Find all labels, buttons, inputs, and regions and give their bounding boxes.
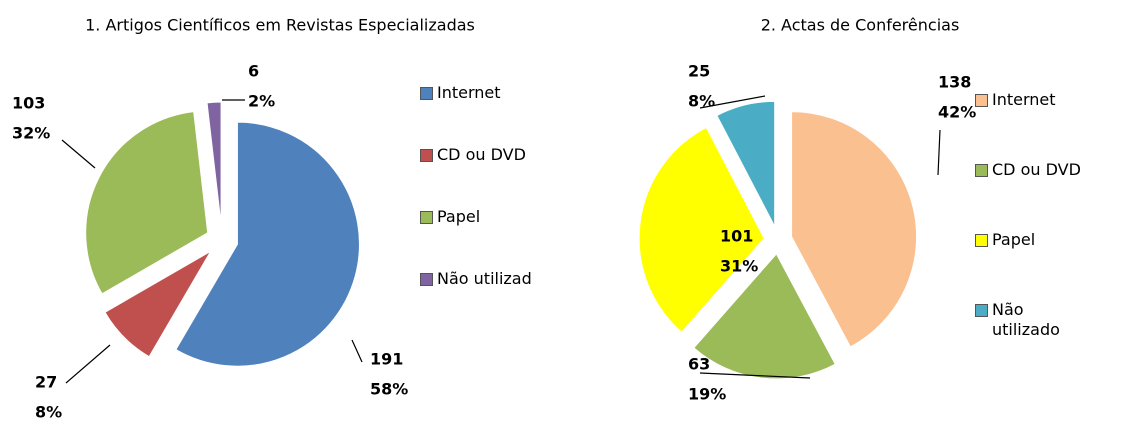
data-label: 32%: [12, 124, 50, 143]
pie-slice: [206, 101, 222, 225]
legend-swatch: [975, 234, 988, 247]
legend-label: Internet: [992, 90, 1056, 109]
data-label: 63: [688, 355, 710, 374]
data-label: 25: [688, 62, 710, 81]
pie-slice: [175, 121, 360, 367]
pie-slice: [693, 253, 836, 380]
legend-item: Papel: [975, 230, 1035, 250]
legend-label: Não utilizado: [992, 300, 1060, 339]
pie-slice: [104, 249, 213, 358]
legend-label: Papel: [992, 230, 1036, 249]
legend-swatch: [420, 211, 433, 224]
legend-item: Não utilizado: [975, 300, 1065, 340]
data-label: 8%: [688, 92, 715, 111]
legend-item: Internet: [975, 90, 1056, 110]
leader-line: [699, 95, 766, 109]
data-label: 19%: [688, 385, 726, 404]
pie-slice: [791, 111, 918, 348]
data-label: 101: [720, 227, 753, 246]
data-label: 31%: [720, 257, 758, 276]
leader-line: [937, 129, 941, 176]
legend-label: Não utilizad: [437, 269, 532, 288]
leader-line: [699, 372, 811, 379]
legend-swatch: [420, 87, 433, 100]
data-label: 138: [938, 73, 971, 92]
legend-swatch: [975, 304, 988, 317]
data-label: 191: [370, 350, 403, 369]
leader-line: [351, 339, 363, 363]
data-label: 42%: [938, 103, 976, 122]
pie-slice: [85, 111, 209, 295]
legend-item: Papel: [420, 207, 480, 227]
legend-label: Internet: [437, 83, 501, 102]
legend-label: CD ou DVD: [992, 160, 1081, 179]
leader-line: [65, 344, 111, 384]
legend-item: Internet: [420, 83, 501, 103]
data-label: 27: [35, 373, 57, 392]
legend-swatch: [420, 149, 433, 162]
legend-swatch: [420, 273, 433, 286]
data-label: 2%: [248, 92, 275, 111]
data-label: 8%: [35, 403, 62, 421]
legend-swatch: [975, 94, 988, 107]
leader-line: [61, 139, 96, 169]
data-label: 58%: [370, 380, 408, 399]
legend-swatch: [975, 164, 988, 177]
legend-item: CD ou DVD: [975, 160, 1081, 180]
chart-title: 2. Actas de Conferências: [761, 16, 960, 35]
chart-title: 1. Artigos Científicos em Revistas Espec…: [85, 16, 475, 35]
legend-label: CD ou DVD: [437, 145, 526, 164]
pie-slice: [716, 100, 776, 227]
legend-item: CD ou DVD: [420, 145, 526, 165]
data-label: 103: [12, 94, 45, 113]
data-label: 6: [248, 62, 259, 81]
pie-slice: [638, 126, 765, 333]
legend-item: Não utilizad: [420, 269, 532, 289]
legend-label: Papel: [437, 207, 481, 226]
